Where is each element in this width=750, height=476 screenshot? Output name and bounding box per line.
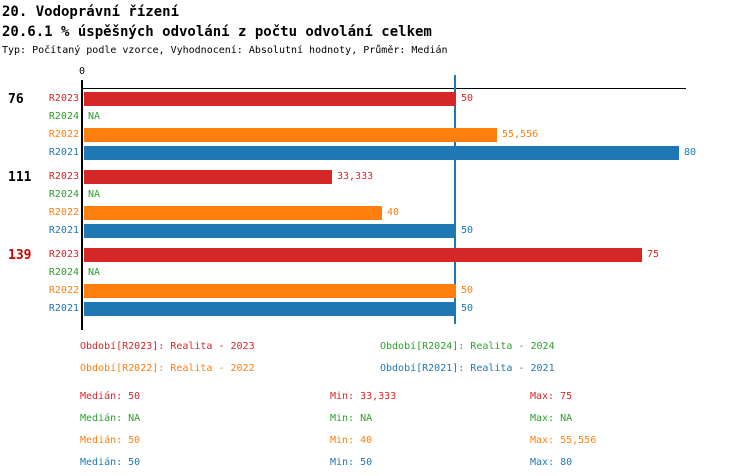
- series-label-r2023: R2023: [48, 249, 79, 260]
- stat-median: Medián: NA: [80, 413, 141, 424]
- stat-max: Max: NA: [530, 413, 573, 424]
- value-label: NA: [88, 111, 101, 122]
- value-label: NA: [88, 189, 101, 200]
- page-title: 20. Vodoprávní řízení: [2, 4, 180, 20]
- x-axis-line: [81, 88, 686, 89]
- stat-median: Medián: 50: [80, 435, 141, 446]
- legend-item: Období[R2023]: Realita - 2023: [80, 341, 255, 352]
- stat-min: Min: NA: [330, 413, 373, 424]
- axis-tick-label-zero: 0: [78, 66, 86, 77]
- group-label: 111: [8, 170, 32, 185]
- series-label-r2022: R2022: [48, 207, 79, 218]
- value-label: 50: [461, 303, 474, 314]
- value-label: 80: [684, 147, 697, 158]
- series-label-r2022: R2022: [48, 129, 79, 140]
- value-label: 33,333: [337, 171, 374, 182]
- indicator-title: 20.6.1 % úspěšných odvolání z počtu odvo…: [2, 24, 432, 40]
- stat-max: Max: 75: [530, 391, 573, 402]
- series-label-r2021: R2021: [48, 147, 79, 158]
- group-label: 76: [8, 92, 24, 107]
- stat-min: Min: 50: [330, 457, 373, 468]
- value-label: 55,556: [502, 129, 539, 140]
- legend-item: Období[R2022]: Realita - 2022: [80, 363, 255, 374]
- stat-min: Min: 40: [330, 435, 373, 446]
- bar-r2022: [84, 128, 497, 142]
- bar-r2023: [84, 92, 456, 106]
- median-line: [454, 75, 456, 324]
- series-label-r2024: R2024: [48, 189, 79, 200]
- value-label: 75: [647, 249, 660, 260]
- stat-max: Max: 55,556: [530, 435, 597, 446]
- y-axis-line: [81, 88, 83, 330]
- group-label: 139: [8, 248, 32, 263]
- stat-median: Medián: 50: [80, 457, 141, 468]
- stat-median: Medián: 50: [80, 391, 141, 402]
- value-label: NA: [88, 267, 101, 278]
- value-label: 50: [461, 93, 474, 104]
- series-label-r2021: R2021: [48, 225, 79, 236]
- series-label-r2024: R2024: [48, 267, 79, 278]
- series-label-r2023: R2023: [48, 93, 79, 104]
- bar-r2021: [84, 224, 456, 238]
- bar-chart: 0 76 R2023 50 R2024 NA R2022 55,556 R2021 80 111 R…: [8, 66, 697, 330]
- bar-r2022: [84, 284, 456, 298]
- legend-item: Období[R2021]: Realita - 2021: [380, 363, 555, 374]
- stat-max: Max: 80: [530, 457, 573, 468]
- series-label-r2022: R2022: [48, 285, 79, 296]
- value-label: 40: [387, 207, 400, 218]
- meta-line: Typ: Počítaný podle vzorce, Vyhodnocení:…: [2, 45, 448, 56]
- series-label-r2023: R2023: [48, 171, 79, 182]
- bar-r2021: [84, 302, 456, 316]
- value-label: 50: [461, 225, 474, 236]
- bar-r2022: [84, 206, 382, 220]
- stat-min: Min: 33,333: [330, 391, 397, 402]
- series-label-r2021: R2021: [48, 303, 79, 314]
- axis-tick: [81, 80, 83, 88]
- bar-r2023: [84, 248, 642, 262]
- bar-r2023: [84, 170, 332, 184]
- bar-r2021: [84, 146, 679, 160]
- value-label: 50: [461, 285, 474, 296]
- series-label-r2024: R2024: [48, 111, 79, 122]
- legend-item: Období[R2024]: Realita - 2024: [380, 341, 555, 352]
